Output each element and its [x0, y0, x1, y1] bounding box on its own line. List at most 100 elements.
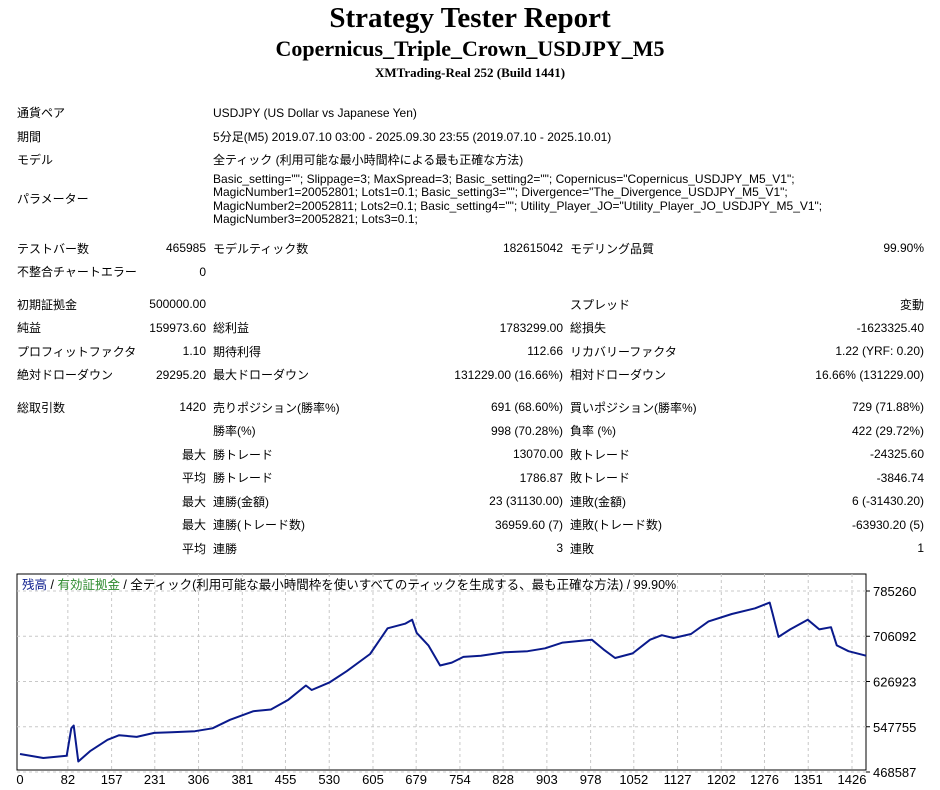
- stat-label: [208, 260, 388, 284]
- stat-value: -63930.20 (5): [851, 517, 925, 532]
- stat-label: プロフィットファクタ: [17, 344, 137, 359]
- stat-value: 422 (29.72%): [851, 423, 925, 438]
- stat-value: [388, 260, 565, 284]
- info-label: 期間: [17, 129, 42, 144]
- stats-row: 不整合チャートエラー 0: [12, 260, 926, 284]
- info-label: モデル: [17, 153, 54, 168]
- stat-label: 相対ドローダウン: [570, 368, 667, 383]
- spacer-cell: [12, 228, 926, 237]
- stat-value: 131229.00 (16.66%): [454, 367, 564, 382]
- x-tick-label: 82: [61, 772, 75, 787]
- info-value: 全ティック (利用可能な最小時間枠による最も正確な方法): [213, 153, 524, 168]
- x-tick-label: 978: [580, 772, 602, 787]
- stat-label: 勝トレード: [213, 447, 274, 462]
- stat-value: 465985: [165, 241, 207, 256]
- x-tick-label: 157: [101, 772, 123, 787]
- stats-row: 平均 連勝 3 連敗 1: [12, 537, 926, 561]
- stat-label: 負率 (%): [570, 424, 617, 439]
- stats-row: 絶対ドローダウン 29295.20 最大ドローダウン 131229.00 (16.66…: [12, 363, 926, 387]
- stat-label: 絶対ドローダウン: [17, 368, 114, 383]
- x-tick-label: 0: [16, 772, 23, 787]
- stat-label: 買いポジション(勝率%): [570, 400, 697, 415]
- stat-value: 1.10: [182, 344, 207, 359]
- stat-value: 平均: [182, 471, 207, 486]
- y-tick-label: 785260: [873, 584, 916, 599]
- stat-value: [388, 293, 565, 317]
- stat-label: 純益: [17, 321, 42, 336]
- stat-value: 変動: [900, 297, 925, 312]
- info-row: パラメーター Basic_setting=""; Slippage=3; MaxS…: [12, 172, 926, 228]
- stat-label: モデルティック数: [213, 241, 309, 256]
- stat-label: テストバー数: [17, 241, 90, 256]
- report-subtitle: Copernicus_Triple_Crown_USDJPY_M5: [275, 36, 665, 61]
- stat-value: -3846.74: [876, 470, 925, 485]
- legend-separator: /: [47, 578, 57, 592]
- stats-row: テストバー数 465985 モデルティック数 182615042 モデリング品質 99.9…: [12, 237, 926, 261]
- stat-label: 連勝(金額): [213, 494, 270, 509]
- stat-label: [565, 260, 745, 284]
- info-row: モデル 全ティック (利用可能な最小時間枠による最も正確な方法): [12, 148, 926, 172]
- legend-model: / 全ティック(利用可能な最小時間枠を使いすべてのティックを生成する、最も正確な…: [120, 577, 676, 592]
- stats-row: プロフィットファクタ 1.10 期待利得 112.66 リカバリーファクタ 1.22 (Y…: [12, 340, 926, 364]
- stat-label: [208, 293, 388, 317]
- stat-value: 1: [917, 541, 925, 556]
- stat-label: リカバリーファクタ: [570, 344, 677, 359]
- stats-row: 最大 連勝(金額) 23 (31130.00) 連敗(金額) 6 (-31430.20): [12, 490, 926, 514]
- y-tick-label: 706092: [873, 629, 916, 644]
- stat-value: 29295.20: [155, 367, 207, 382]
- x-tick-label: 1127: [664, 772, 692, 787]
- x-tick-label: 1426: [838, 772, 867, 787]
- x-tick-label: 828: [492, 772, 514, 787]
- x-tick-label: 1276: [750, 772, 779, 787]
- stat-label: 敗トレード: [570, 471, 631, 486]
- stat-label: 総損失: [570, 321, 607, 336]
- stat-value: -1623325.40: [856, 320, 925, 335]
- stat-value: 36959.60 (7): [494, 517, 564, 532]
- x-tick-label: 530: [318, 772, 340, 787]
- stat-value: 最大: [182, 518, 207, 533]
- info-value: USDJPY (US Dollar vs Japanese Yen): [213, 105, 417, 120]
- spacer-cell: [12, 284, 926, 293]
- x-tick-label: 679: [405, 772, 427, 787]
- stats-row: 平均 勝トレード 1786.87 敗トレード -3846.74: [12, 466, 926, 490]
- stat-value: 1.22 (YRF: 0.20): [835, 344, 925, 359]
- stat-value: -24325.60: [869, 447, 925, 462]
- stats-row: 勝率(%) 998 (70.28%) 負率 (%) 422 (29.72%): [12, 419, 926, 443]
- stat-value: [137, 419, 208, 443]
- stat-label: [12, 513, 137, 537]
- x-tick-label: 306: [188, 772, 210, 787]
- balance-line: [19, 601, 867, 763]
- stat-value: 1783299.00: [499, 320, 564, 335]
- stat-value: 112.66: [527, 344, 564, 359]
- stat-label: [12, 443, 137, 467]
- info-row: 期間 5分足(M5) 2019.07.10 03:00 - 2025.09.30 …: [12, 125, 926, 149]
- stat-label: 連勝: [213, 541, 238, 556]
- stat-value: 3: [556, 541, 564, 556]
- legend-equity: 有効証拠金: [57, 577, 120, 592]
- y-tick-label: 468587: [873, 765, 916, 780]
- stat-label: 連敗(金額): [570, 494, 627, 509]
- stat-value: 平均: [182, 541, 207, 556]
- stat-label: [12, 537, 137, 561]
- stats-row: 純益 159973.60 総利益 1783299.00 総損失 -1623325.40: [12, 316, 926, 340]
- stat-label: [12, 490, 137, 514]
- x-tick-label: 1351: [794, 772, 823, 787]
- stat-label: 連敗(トレード数): [570, 518, 663, 533]
- info-value: Basic_setting=""; Slippage=3; MaxSpread=…: [213, 171, 823, 226]
- report-title: Strategy Tester Report: [329, 2, 611, 34]
- stat-label: 連敗: [570, 541, 595, 556]
- stat-value: 1786.87: [519, 470, 564, 485]
- server-build: XMTrading-Real 252 (Build 1441): [374, 65, 566, 80]
- stat-value: 1420: [179, 400, 207, 415]
- legend-balance: 残高: [22, 577, 47, 592]
- stat-value: 最大: [182, 447, 207, 462]
- stat-value: 500000.00: [149, 297, 207, 312]
- info-label: パラメーター: [17, 191, 89, 206]
- stat-value: 99.90%: [883, 241, 925, 256]
- y-tick-label: 626923: [873, 675, 916, 690]
- stat-value: 729 (71.88%): [851, 400, 925, 415]
- stat-value: 0: [199, 264, 207, 279]
- stat-value: 159973.60: [149, 320, 207, 335]
- chart-legend: 残高 / 有効証拠金 / 全ティック(利用可能な最小時間枠を使いすべてのティック…: [22, 577, 676, 592]
- stat-label: 売りポジション(勝率%): [213, 400, 340, 415]
